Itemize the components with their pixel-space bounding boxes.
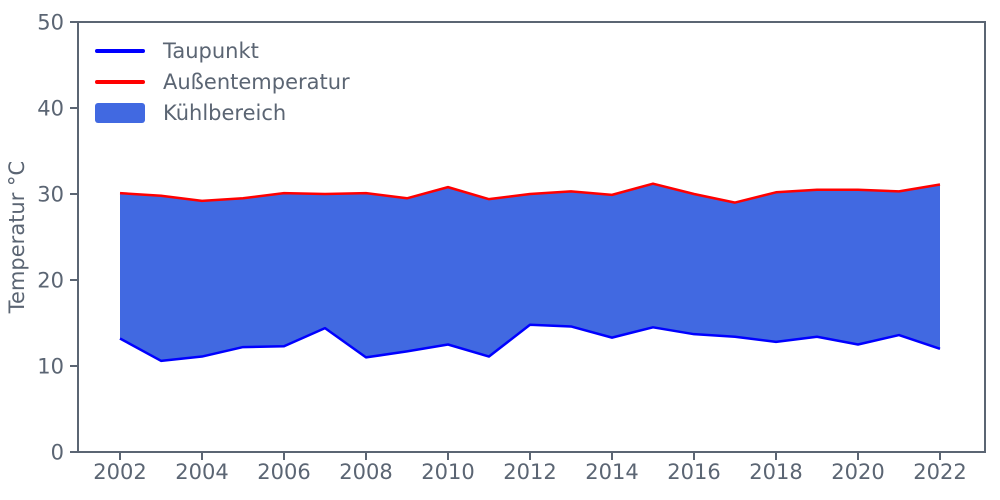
taupunkt-line-swatch-icon — [95, 48, 145, 53]
x-axis-tick-label: 2010 — [421, 460, 474, 484]
legend-label: Außentemperatur — [163, 69, 350, 94]
legend-item-taupunkt: Taupunkt — [95, 38, 350, 63]
x-axis-tick-label: 2004 — [175, 460, 228, 484]
y-axis-tick-label: 0 — [51, 441, 64, 465]
y-axis-tick-label: 10 — [37, 355, 64, 379]
x-axis-tick-label: 2020 — [831, 460, 884, 484]
legend-item-kuehlbereich: Kühlbereich — [95, 100, 350, 125]
legend-label: Kühlbereich — [163, 100, 287, 125]
y-axis-label: Temperatur °C — [5, 161, 29, 314]
kuehlbereich-area-swatch-icon — [95, 102, 145, 123]
outdoor-temperature-line — [119, 182, 941, 204]
x-axis-tick-label: 2018 — [749, 460, 802, 484]
x-axis-tick-label: 2016 — [667, 460, 720, 484]
cooling-area-fill — [120, 183, 940, 361]
chart-legend: Taupunkt Außentemperatur Kühlbereich — [95, 38, 350, 125]
y-axis-tick-label: 50 — [37, 11, 64, 35]
plot-border — [77, 21, 986, 453]
dewpoint-line — [119, 323, 941, 363]
x-axis-tick-label: 2022 — [913, 460, 966, 484]
x-axis-tick-label: 2014 — [585, 460, 638, 484]
legend-item-aussentemperatur: Außentemperatur — [95, 69, 350, 94]
x-axis-tick-label: 2008 — [339, 460, 392, 484]
y-axis-tick-label: 30 — [37, 183, 64, 207]
y-axis-tick-label: 40 — [37, 97, 64, 121]
aussentemperatur-line-swatch-icon — [95, 79, 145, 84]
x-axis-tick-label: 2006 — [257, 460, 310, 484]
x-axis-tick-label: 2002 — [93, 460, 146, 484]
y-axis-tick-label: 20 — [37, 269, 64, 293]
x-axis-tick-label: 2012 — [503, 460, 556, 484]
legend-label: Taupunkt — [163, 38, 259, 63]
